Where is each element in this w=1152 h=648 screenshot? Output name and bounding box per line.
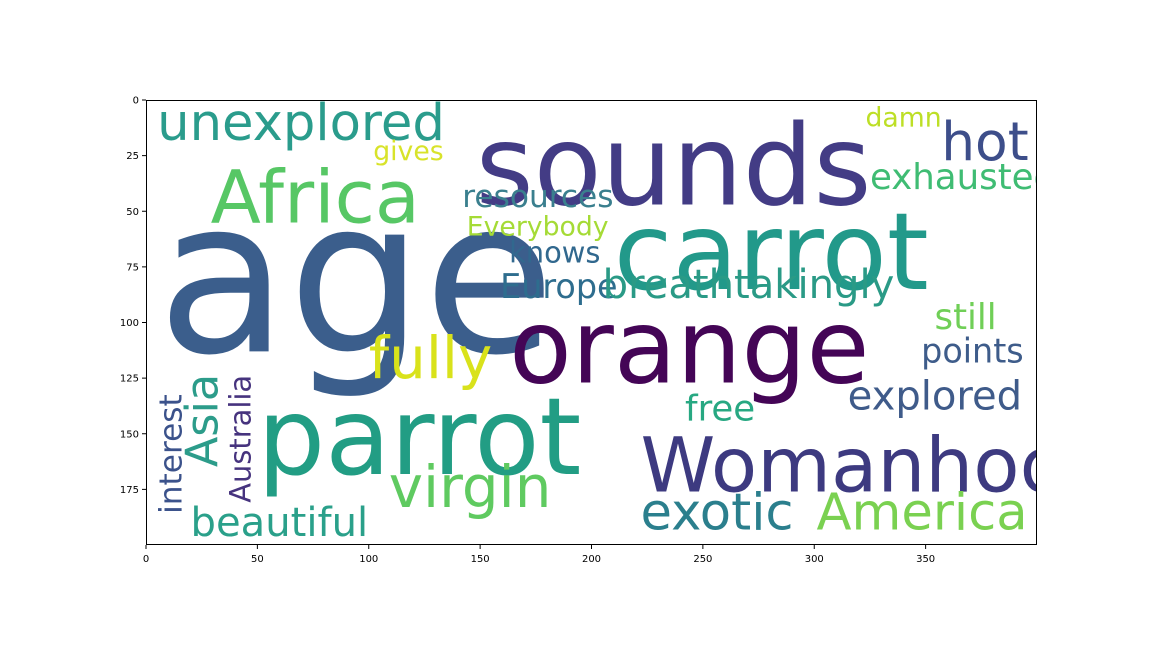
word-free: free <box>685 388 755 429</box>
word-australia: Australia <box>224 375 258 503</box>
x-tick-label: 200 <box>582 554 601 565</box>
word-exotic: exotic <box>641 482 794 542</box>
y-tick-label: 50 <box>126 207 139 218</box>
word-hot: hot <box>941 110 1028 173</box>
word-america: America <box>816 482 1027 542</box>
x-tick-label: 0 <box>143 554 149 565</box>
word-europe: Europe <box>500 267 617 306</box>
word-points: points <box>921 332 1024 371</box>
word-unexplored: unexplored <box>157 93 445 153</box>
y-tick-label: 150 <box>120 429 139 440</box>
x-tick-label: 150 <box>471 554 490 565</box>
y-tick-label: 0 <box>133 96 139 107</box>
word-asia: Asia <box>177 374 228 467</box>
x-tick-label: 250 <box>693 554 712 565</box>
y-tick-label: 175 <box>120 485 139 496</box>
axes-frame <box>146 100 1037 545</box>
word-gives: gives <box>373 136 443 167</box>
x-tick-label: 350 <box>916 554 935 565</box>
word-knows: knows <box>509 235 600 269</box>
word-everybody: Everybody <box>467 212 609 243</box>
word-still: still <box>935 297 997 338</box>
word-damn: damn <box>865 103 941 134</box>
word-exhausted: exhausted <box>870 157 1056 198</box>
word-womanhood: Womanhood <box>641 422 1114 510</box>
y-tick-label: 125 <box>120 374 139 385</box>
word-sounds: sounds <box>476 103 872 232</box>
x-tick-label: 100 <box>359 554 378 565</box>
word-resources: resources <box>462 179 613 215</box>
x-tick-label: 50 <box>251 554 264 565</box>
x-tick-label: 300 <box>805 554 824 565</box>
word-interest: interest <box>154 394 190 514</box>
word-parrot: parrot <box>257 376 581 500</box>
word-africa: Africa <box>211 155 420 240</box>
y-tick-label: 75 <box>126 262 139 273</box>
y-tick-label: 100 <box>120 318 139 329</box>
word-virgin: virgin <box>389 453 552 521</box>
word-orange: orange <box>509 289 869 408</box>
word-carrot: carrot <box>614 191 929 315</box>
y-tick-label: 25 <box>126 151 139 162</box>
word-breathtakingly: breathtakingly <box>603 262 895 308</box>
word-beautiful: beautiful <box>191 500 369 546</box>
image-background <box>146 100 1037 545</box>
word-fully: fully <box>369 324 493 392</box>
word-explored: explored <box>848 373 1022 419</box>
word-age: age <box>157 154 555 402</box>
